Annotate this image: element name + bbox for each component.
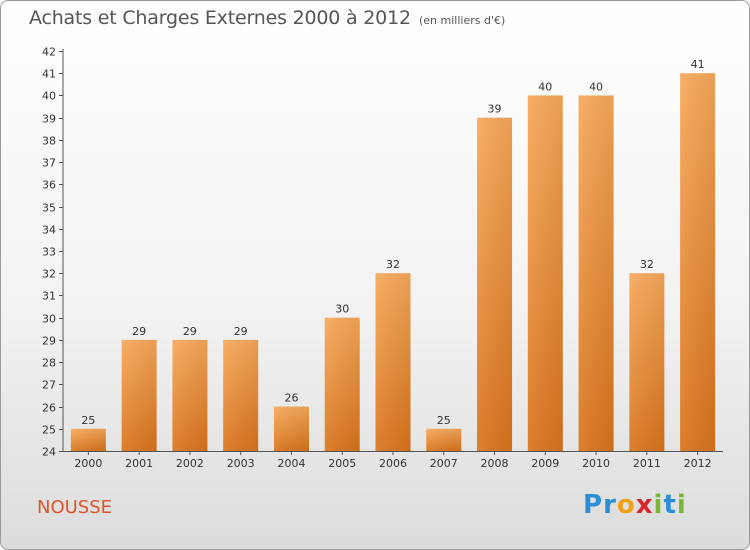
bar-value-label: 25 (81, 414, 95, 427)
x-tick-label: 2004 (277, 457, 305, 470)
y-tick-label: 40 (42, 90, 56, 103)
chart-title: Achats et Charges Externes 2000 à 2012 (29, 7, 411, 29)
bar-value-label: 26 (284, 392, 298, 405)
y-tick-label: 37 (42, 157, 56, 170)
x-tick-label: 2005 (328, 457, 356, 470)
x-tick-label: 2012 (684, 457, 712, 470)
bar-shade (527, 95, 563, 451)
bar-value-label: 30 (335, 303, 349, 316)
commune-name: NOUSSE (37, 497, 113, 518)
y-tick-label: 24 (42, 446, 56, 459)
y-tick-label: 36 (42, 179, 56, 192)
y-tick-label: 39 (42, 113, 56, 126)
x-tick-label: 2011 (633, 457, 661, 470)
bar-shade (172, 339, 208, 451)
x-tick-label: 2009 (531, 457, 559, 470)
y-tick-label: 26 (42, 402, 56, 415)
y-tick-label: 35 (42, 202, 56, 215)
x-tick-label: 2000 (74, 457, 102, 470)
y-tick-label: 34 (42, 224, 56, 237)
bar-value-label: 29 (234, 325, 248, 338)
x-tick-label: 2010 (582, 457, 610, 470)
bar-shade (223, 339, 259, 451)
bar-value-label: 29 (132, 325, 146, 338)
x-tick-label: 2006 (379, 457, 407, 470)
y-tick-label: 33 (42, 246, 56, 259)
logo-letter: r (603, 490, 617, 520)
y-tick-label: 30 (42, 313, 56, 326)
x-tick-label: 2007 (430, 457, 458, 470)
logo-letter: i (653, 490, 664, 520)
x-tick-label: 2008 (481, 457, 509, 470)
bar-value-label: 39 (488, 103, 502, 116)
bar-shade (680, 73, 716, 451)
bar-shade (578, 95, 614, 451)
bar-shade (70, 428, 106, 451)
y-tick-label: 38 (42, 135, 56, 148)
x-tick-label: 2003 (227, 457, 255, 470)
logo-letter: i (676, 490, 687, 520)
bar-value-label: 40 (538, 80, 552, 93)
proxiti-logo: Proxiti (583, 490, 687, 520)
bar-value-label: 32 (386, 258, 400, 271)
y-tick-label: 32 (42, 268, 56, 281)
bar-value-label: 25 (437, 414, 451, 427)
y-tick-label: 29 (42, 335, 56, 348)
bar-value-label: 29 (183, 325, 197, 338)
logo-letter: t (663, 490, 677, 520)
y-tick-label: 41 (42, 68, 56, 81)
bar-shade (426, 428, 462, 451)
bar-shade (121, 339, 157, 451)
bar-shade (375, 273, 411, 451)
bar-shade (477, 117, 513, 452)
bar-shade (273, 406, 309, 451)
y-tick-label: 28 (42, 357, 56, 370)
x-tick-label: 2001 (125, 457, 153, 470)
logo-letter: x (635, 490, 654, 520)
bar-value-label: 32 (640, 258, 654, 271)
chart-unit: (en milliers d'€) (419, 14, 506, 27)
y-tick-label: 42 (42, 46, 56, 59)
bar-shade (629, 273, 665, 451)
logo-letter: P (583, 490, 604, 520)
logo-letter: o (616, 490, 636, 520)
bar-shade (324, 317, 360, 451)
bar-value-label: 40 (589, 80, 603, 93)
y-tick-label: 25 (42, 424, 56, 437)
y-tick-label: 31 (42, 290, 56, 303)
x-tick-label: 2002 (176, 457, 204, 470)
y-tick-label: 27 (42, 379, 56, 392)
bar-value-label: 41 (691, 58, 705, 71)
